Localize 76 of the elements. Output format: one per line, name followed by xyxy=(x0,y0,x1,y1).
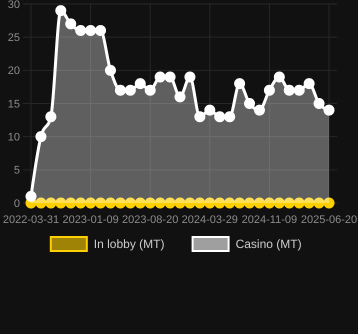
point xyxy=(224,111,236,122)
point xyxy=(244,98,256,109)
point xyxy=(26,190,36,202)
point xyxy=(154,71,166,82)
point xyxy=(184,71,196,82)
point xyxy=(75,198,86,208)
point xyxy=(104,64,116,76)
point xyxy=(294,84,305,96)
point xyxy=(104,198,116,208)
point xyxy=(224,198,236,208)
legend-label: Casino (MT) xyxy=(236,237,302,252)
y-tick-label: 5 xyxy=(14,164,20,177)
point xyxy=(35,131,46,142)
y-tick-label: 25 xyxy=(8,32,20,44)
point xyxy=(324,198,334,208)
point xyxy=(264,198,275,208)
point xyxy=(134,78,146,90)
x-tick-label: 2024-03-29 xyxy=(182,214,238,226)
x-tick-label: 2022-03-31 xyxy=(2,214,60,226)
point xyxy=(214,111,226,122)
point xyxy=(294,198,305,208)
point xyxy=(284,198,295,208)
x-tick-label: 2025-06-20 xyxy=(300,214,358,226)
point xyxy=(114,198,126,208)
point xyxy=(284,84,295,96)
point xyxy=(304,78,315,90)
point xyxy=(95,198,106,208)
point xyxy=(164,71,176,82)
point xyxy=(324,104,334,116)
point xyxy=(204,198,216,208)
point xyxy=(194,111,206,122)
point xyxy=(254,104,265,116)
point xyxy=(85,25,96,36)
point xyxy=(194,198,206,208)
point xyxy=(274,71,285,82)
point xyxy=(254,198,265,208)
point xyxy=(55,5,66,16)
point xyxy=(45,111,56,122)
point xyxy=(174,198,186,208)
point xyxy=(154,198,166,208)
point xyxy=(85,198,96,208)
point xyxy=(65,198,76,208)
point xyxy=(204,104,216,116)
x-tick-label: 2024-11-09 xyxy=(242,214,298,226)
point xyxy=(144,84,156,96)
x-tick-label: 2023-08-20 xyxy=(122,214,178,226)
y-tick-label: 0 xyxy=(14,198,20,210)
point xyxy=(314,198,325,208)
point xyxy=(264,84,275,96)
point xyxy=(144,198,156,208)
point xyxy=(274,198,285,208)
point xyxy=(214,198,226,208)
point xyxy=(75,25,86,36)
point xyxy=(65,18,76,30)
legend-label: In lobby (MT) xyxy=(94,237,164,252)
point xyxy=(35,198,46,208)
point xyxy=(174,91,186,102)
point xyxy=(124,84,136,96)
x-tick-label: 2023-01-09 xyxy=(62,214,119,226)
point xyxy=(124,198,136,208)
y-tick-label: 15 xyxy=(8,98,20,110)
y-tick-label: 30 xyxy=(8,0,20,11)
y-tick-label: 20 xyxy=(8,65,20,78)
point xyxy=(184,198,196,208)
point xyxy=(164,198,176,208)
point xyxy=(234,198,246,208)
point xyxy=(304,198,315,208)
point xyxy=(234,78,246,90)
point xyxy=(244,198,256,208)
y-tick-label: 10 xyxy=(8,132,20,144)
point xyxy=(55,198,66,208)
point xyxy=(134,198,146,208)
point xyxy=(45,198,56,208)
point xyxy=(314,98,325,109)
point xyxy=(114,84,126,96)
point xyxy=(95,25,106,36)
